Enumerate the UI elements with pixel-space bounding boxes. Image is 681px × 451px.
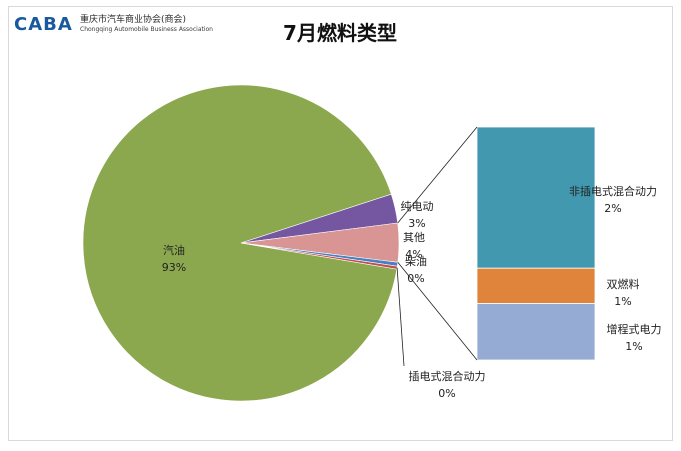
pie: [82, 84, 400, 402]
label-item-7eaf753552a8: 纯电动: [401, 200, 434, 213]
connector-line-top: [397, 126, 478, 224]
label-item-67f46cb9: 柴油: [405, 254, 427, 268]
caba-logo: CABA 重庆市汽车商业协会(商会) Chongqing Automobile …: [14, 13, 213, 35]
bar-segment-item-589e7a0b5f0f7535529b: [476, 303, 596, 361]
label-pct-item-51764ed6: 4%: [405, 248, 422, 261]
label-item-589e7a0b5f0f7535529b: 增程式电力: [607, 322, 662, 336]
label-pct-item-6c7d6cb9: 93%: [162, 261, 186, 274]
connector-line-bottom: [397, 262, 478, 361]
label-item-51764ed6: 其他: [403, 231, 425, 244]
logo-name-cn: 重庆市汽车商业协会(商会): [80, 13, 186, 25]
label-pct-item-975e63d275355f0f6df7540852a8529b: 2%: [604, 202, 621, 215]
logo-mark: CABA: [14, 14, 73, 35]
label-item-63d275355f0f6df7540852a8529b: 插电式混合动力: [409, 369, 486, 383]
label-pct-item-7eaf753552a8: 3%: [408, 217, 425, 230]
bar-segment-item-975e63d275355f0f6df7540852a8529b: [476, 126, 596, 269]
label-pct-item-53cc71c36599: 1%: [614, 295, 631, 308]
pie-slice-item-6c7d6cb9: [82, 84, 398, 402]
data-labels: 汽油 93% 纯电动 3%其他 4%柴油 0% 插电式混合动力 0% 非插电式混合动力 2% 双燃料…: [162, 184, 662, 400]
chart-title: 7月燃料类型: [283, 21, 397, 45]
stacked-bar: [476, 126, 596, 361]
logo-name-en: Chongqing Automobile Business Associatio…: [80, 26, 213, 33]
label-pct-item-67f46cb9: 0%: [407, 272, 424, 285]
label-pct-item-63d275355f0f6df7540852a8529b: 0%: [438, 387, 455, 400]
connector-lines: [396, 126, 478, 367]
label-item-53cc71c36599: 双燃料: [607, 277, 640, 291]
label-item-6c7d6cb9: 汽油: [163, 243, 185, 257]
label-pct-item-589e7a0b5f0f7535529b: 1%: [625, 340, 642, 353]
leader-line-phev: [396, 267, 405, 367]
label-item-975e63d275355f0f6df7540852a8529b: 非插电式混合动力: [569, 184, 657, 198]
bar-segment-item-53cc71c36599: [476, 267, 596, 304]
